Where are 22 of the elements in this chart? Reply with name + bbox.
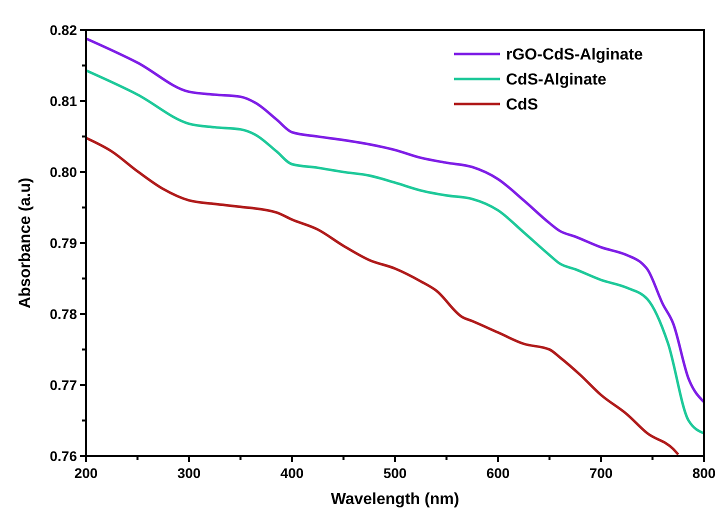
legend-label: CdS-Alginate (506, 72, 607, 89)
x-tick-label: 300 (177, 465, 201, 481)
y-tick-label: 0.81 (50, 92, 78, 109)
x-tick-label: 400 (280, 465, 304, 481)
line-series (84, 37, 706, 404)
y-tick-label: 0.76 (50, 448, 78, 464)
x-tick-label: 200 (74, 465, 98, 481)
y-tick-label: 0.82 (50, 22, 78, 38)
x-tick-label: 800 (692, 465, 716, 481)
x-tick-label: 700 (589, 465, 613, 481)
legend-label: CdS (506, 96, 538, 114)
y-tick-label: 0.78 (50, 306, 78, 322)
x-axis-title: Wavelength (nm) (330, 491, 460, 508)
x-tick-label: 500 (383, 465, 407, 481)
x-tick-label: 600 (486, 465, 510, 481)
y-tick-label: 0.80 (50, 164, 78, 180)
y-tick-label: 0.77 (50, 376, 78, 393)
line-series (84, 136, 680, 456)
y-tick-label: 0.79 (50, 234, 78, 251)
line-series (84, 69, 706, 435)
legend-label: rGO-CdS-Alginate (506, 46, 643, 64)
y-axis-title: Absorbance (a.u) (17, 178, 34, 308)
